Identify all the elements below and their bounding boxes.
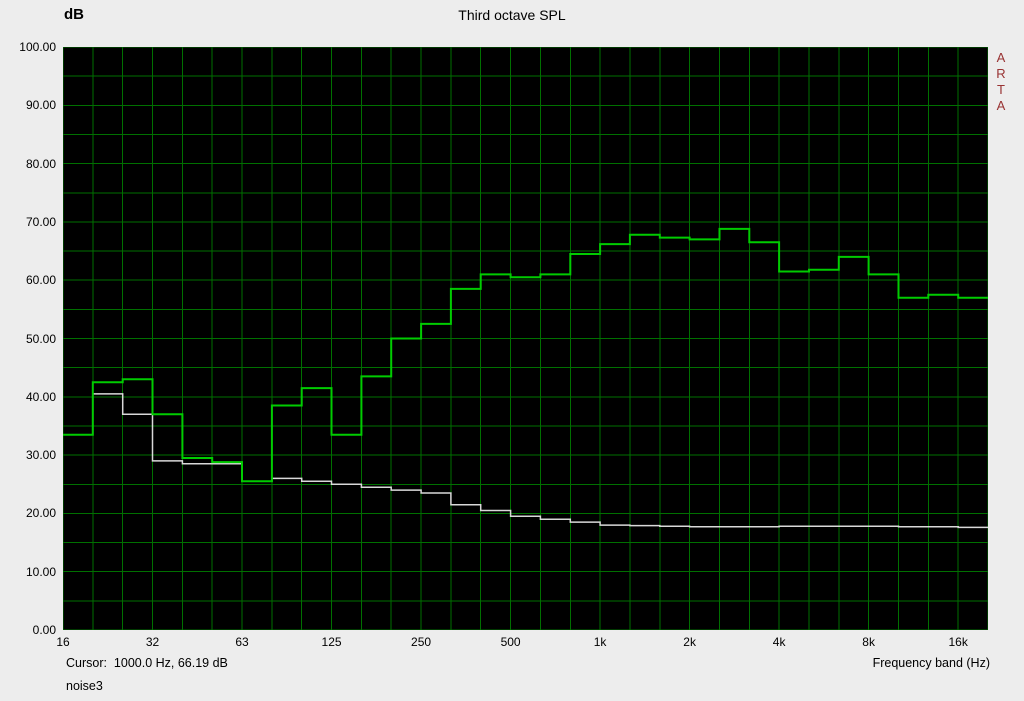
cursor-readout: Cursor: 1000.0 Hz, 66.19 dB	[66, 656, 228, 670]
series-trace	[63, 393, 988, 529]
spl-plot[interactable]	[63, 47, 988, 630]
y-tick-label: 50.00	[25, 331, 56, 346]
signal-name: noise3	[66, 679, 103, 693]
x-tick-label: 500	[500, 635, 521, 649]
y-tick-label: 100.00	[19, 40, 56, 54]
x-tick-label: 63	[235, 635, 249, 649]
series-trace	[63, 227, 988, 483]
x-tick-label: 125	[321, 635, 342, 649]
y-tick-label: 90.00	[25, 98, 56, 113]
arta-letter: R	[996, 66, 1006, 81]
arta-letter: T	[997, 82, 1005, 97]
y-tick-label: 40.00	[25, 389, 56, 404]
y-tick-label: 80.00	[25, 156, 56, 171]
spl-plot-canvas[interactable]	[63, 47, 988, 630]
x-tick-label: 32	[145, 635, 160, 649]
y-tick-label: 70.00	[25, 214, 56, 229]
x-tick-label: 16k	[948, 635, 968, 649]
x-axis-title: Frequency band (Hz)	[872, 656, 990, 670]
y-axis-unit-label: dB	[64, 6, 84, 23]
y-tick-label: 10.00	[25, 564, 56, 579]
x-tick-label: 8k	[862, 635, 875, 649]
arta-letter: A	[996, 50, 1006, 65]
x-tick-label: 250	[411, 635, 432, 649]
arta-letter: A	[996, 98, 1006, 113]
x-tick-label: 16	[56, 635, 70, 649]
x-tick-label: 1k	[593, 635, 607, 649]
y-tick-label: 0.00	[32, 623, 56, 637]
x-tick-label: 4k	[772, 635, 786, 649]
y-tick-label: 20.00	[25, 506, 56, 521]
plot-title: Third octave SPL	[458, 7, 566, 23]
y-tick-label: 60.00	[25, 273, 56, 288]
y-tick-label: 30.00	[25, 448, 56, 463]
x-tick-label: 2k	[683, 635, 696, 649]
